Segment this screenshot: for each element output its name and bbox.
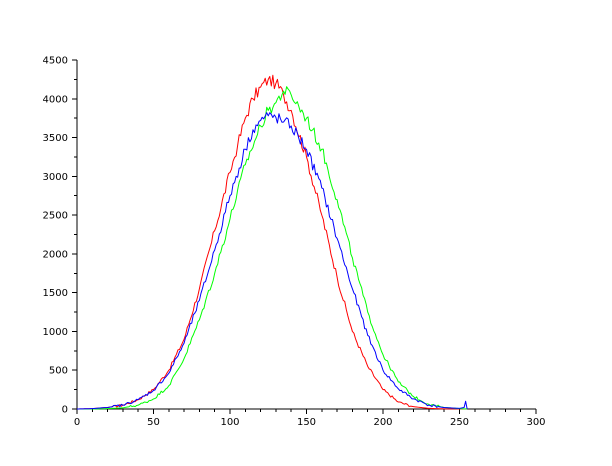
x-tick-label: 150 [297,417,316,428]
green-series-line [77,86,468,410]
y-tick-label: 1000 [43,327,68,338]
y-tick-label: 4500 [43,56,68,67]
y-tick-label: 0 [62,405,68,416]
y-tick-label: 2000 [43,249,68,260]
series-group [76,74,468,410]
chart-axes [76,60,536,410]
x-tick-group: 0 50 100 150 200 250 300 [74,409,546,428]
x-tick-label: 300 [526,417,545,428]
y-tick-label: 2500 [43,211,68,222]
y-tick-label: 4000 [43,94,68,105]
y-tick-label: 1500 [43,288,68,299]
x-tick-label: 0 [74,417,80,428]
blue-series-line [76,112,468,410]
y-tick-label: 3500 [43,133,68,144]
y-tick-label: 500 [49,366,68,377]
y-tick-label: 3000 [43,172,68,183]
x-tick-label: 200 [373,417,392,428]
x-tick-label: 100 [220,417,239,428]
y-tick-group: 0 500 1000 1500 2000 2500 3000 3500 4000 4500 [43,56,77,416]
x-tick-label: 50 [147,417,160,428]
x-tick-label: 250 [450,417,469,428]
red-series-line [76,74,468,410]
